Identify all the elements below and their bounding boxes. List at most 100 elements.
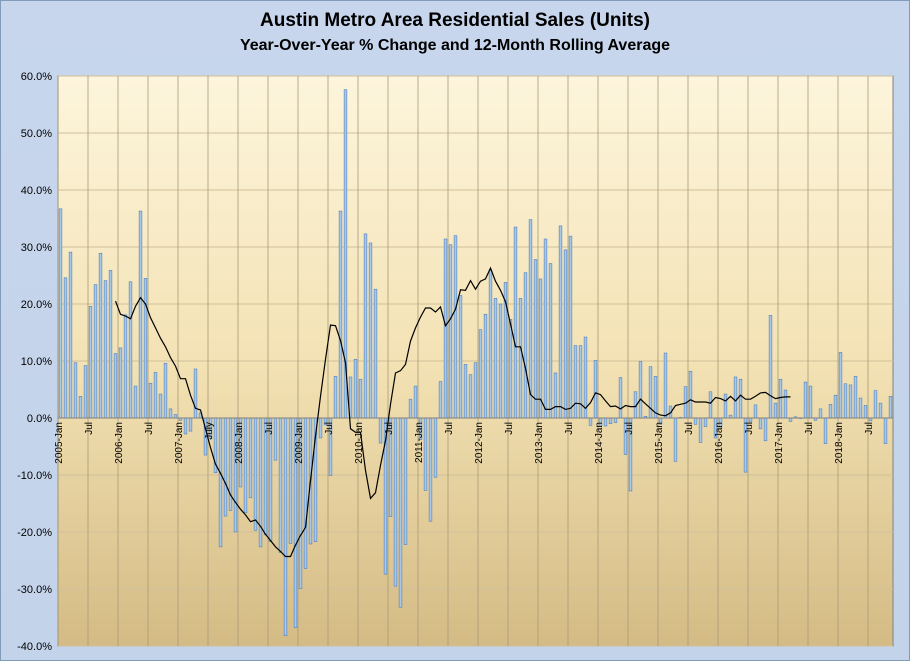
y-tick-label: 40.0% <box>21 185 52 197</box>
bar <box>863 405 868 419</box>
bar <box>133 385 138 419</box>
x-tick-label: 2010-Jan <box>354 422 365 464</box>
bar <box>153 372 158 419</box>
x-tick-label: Jul <box>504 422 515 435</box>
bar <box>248 417 253 499</box>
bar <box>853 376 858 419</box>
bar <box>368 242 373 419</box>
bar <box>878 402 883 419</box>
bar <box>523 272 528 419</box>
bar <box>638 361 643 419</box>
x-tick-label: July <box>204 422 215 440</box>
x-tick-label: 2005-Jan <box>54 422 65 464</box>
bar <box>778 378 783 419</box>
bar <box>123 314 128 419</box>
x-tick-label: Jul <box>324 422 335 435</box>
bar <box>373 288 378 419</box>
bar <box>168 408 173 419</box>
bar <box>578 345 583 419</box>
bar <box>788 417 793 422</box>
bar <box>548 263 553 419</box>
bar <box>583 336 588 419</box>
x-tick-label: Jul <box>684 422 695 435</box>
bar <box>858 397 863 419</box>
y-tick-label: 0.0% <box>27 413 52 425</box>
y-tick-label: 60.0% <box>21 71 52 83</box>
bar <box>573 345 578 419</box>
x-tick-label: Jul <box>144 422 155 435</box>
chart-title: Austin Metro Area Residential Sales (Uni… <box>260 10 650 31</box>
bar <box>58 208 63 419</box>
bar <box>143 278 148 419</box>
bar <box>733 376 738 419</box>
bar <box>398 417 403 608</box>
y-tick-label: 30.0% <box>21 242 52 254</box>
bar <box>358 378 363 419</box>
bar <box>818 408 823 419</box>
bar <box>413 385 418 419</box>
bar <box>393 417 398 587</box>
x-tick-label: Jul <box>624 422 635 435</box>
bar <box>68 251 73 419</box>
y-tick-label: 50.0% <box>21 128 52 140</box>
bar <box>318 417 323 439</box>
x-tick-label: Jul <box>84 422 95 435</box>
bar <box>98 252 103 419</box>
bar <box>543 238 548 419</box>
bar <box>773 402 778 419</box>
bar <box>78 396 83 419</box>
y-tick-label: -10.0% <box>17 470 52 482</box>
bar <box>338 210 343 419</box>
y-tick-label: 10.0% <box>21 356 52 368</box>
x-tick-label: 2007-Jan <box>174 422 185 464</box>
bar <box>278 417 283 553</box>
bar <box>253 417 258 531</box>
y-tick-label: -30.0% <box>17 584 52 596</box>
bar <box>128 281 133 419</box>
bar <box>723 393 728 419</box>
bar <box>538 278 543 419</box>
bar <box>518 297 523 419</box>
x-tick-label: 2011-Jan <box>414 422 425 463</box>
x-tick-label: Jul <box>384 422 395 435</box>
bar <box>433 417 438 478</box>
bar <box>498 303 503 419</box>
bar <box>488 270 493 419</box>
bar <box>883 417 888 444</box>
bar <box>748 417 753 423</box>
bar <box>803 381 808 419</box>
y-axis-ticks: 60.0% 50.0% 40.0% 30.0% 20.0% 10.0% 0.0% -10.0%… <box>17 71 52 653</box>
bar <box>473 362 478 419</box>
bar <box>453 235 458 419</box>
y-tick-label: -40.0% <box>17 641 52 653</box>
bar <box>163 362 168 419</box>
bar <box>158 393 163 419</box>
bar <box>483 313 488 419</box>
bar <box>443 238 448 419</box>
bar <box>888 396 893 419</box>
bar <box>93 284 98 419</box>
bar <box>648 366 653 419</box>
bar <box>88 305 93 419</box>
bar <box>193 368 198 419</box>
bar-series <box>58 89 893 637</box>
bar <box>758 417 763 430</box>
bar <box>288 417 293 544</box>
bar <box>103 280 108 419</box>
bar <box>218 417 223 548</box>
x-tick-label: 2008-Jan <box>234 422 245 464</box>
bar <box>768 315 773 419</box>
bar <box>843 383 848 419</box>
bar <box>118 347 123 419</box>
bar <box>403 417 408 545</box>
y-tick-label: 20.0% <box>21 299 52 311</box>
bar <box>173 414 178 419</box>
bar <box>708 391 713 419</box>
bar <box>783 389 788 419</box>
bar <box>563 249 568 419</box>
bar <box>493 297 498 419</box>
bar <box>553 372 558 419</box>
bar <box>613 417 618 423</box>
bar <box>113 353 118 419</box>
x-tick-label: 2016-Jan <box>714 422 725 464</box>
